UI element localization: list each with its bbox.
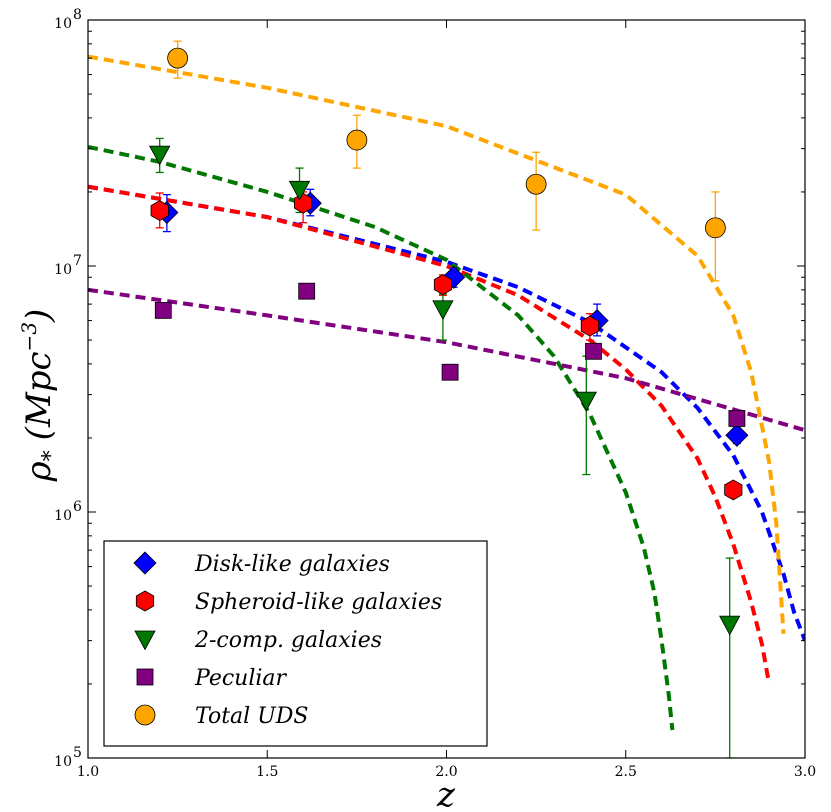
point-4-2 <box>525 173 547 195</box>
svg-text:ρ*(Mpc−3): ρ* (Mpc−3) <box>17 309 64 483</box>
error-bar-2-4 <box>725 557 734 758</box>
legend: Disk-like galaxies Spheroid-like galaxies… <box>103 540 488 747</box>
y-tick-exp-0: 5 <box>73 745 82 761</box>
point-4-0 <box>167 47 189 69</box>
point-2-2 <box>432 300 454 321</box>
fit-curves <box>88 54 805 731</box>
y-tick-exp-3: 8 <box>73 7 82 23</box>
legend-label-1: Spheroid-like galaxies <box>195 590 442 615</box>
point-1-3 <box>580 315 599 337</box>
legend-box <box>103 540 488 747</box>
legend-marker-0 <box>133 551 157 575</box>
y-axis-title-units: (Mpc <box>19 351 59 440</box>
x-axis-title: z <box>436 775 456 812</box>
fit-curve-2 <box>88 144 675 731</box>
y-tick-label-0: 10 <box>54 754 72 770</box>
data-points <box>149 40 749 758</box>
x-tick-label-1: 1.5 <box>256 764 278 780</box>
y-axis-title-close: ) <box>19 309 59 323</box>
point-1-2 <box>433 274 453 296</box>
y-tick-label-1: 10 <box>54 508 72 524</box>
point-2-0 <box>149 145 171 166</box>
point-3-2 <box>441 363 459 381</box>
point-0-4 <box>725 423 749 447</box>
y-axis-title: ρ* (Mpc−3) <box>17 309 64 483</box>
x-tick-label-4: 3.0 <box>794 764 816 780</box>
x-tick-label-2: 2.0 <box>435 764 457 780</box>
point-1-0 <box>150 200 169 222</box>
y-tick-exp-2: 7 <box>73 253 82 269</box>
point-1-4 <box>724 479 743 501</box>
x-tick-label-0: 1.0 <box>77 764 99 780</box>
fit-curve-3 <box>88 287 805 433</box>
legend-marker-2 <box>134 630 156 651</box>
fit-curve-0 <box>88 184 805 642</box>
point-4-1 <box>346 129 368 151</box>
point-3-3 <box>585 342 602 360</box>
y-tick-label-3: 10 <box>54 16 72 32</box>
legend-label-3: Peculiar <box>194 666 288 691</box>
y-axis-title-exponent: −3 <box>17 322 41 351</box>
legend-label-2: 2-comp. galaxies <box>194 628 382 653</box>
y-tick-label-2: 10 <box>54 262 72 278</box>
point-4-3 <box>704 217 726 239</box>
point-2-4 <box>719 615 741 636</box>
x-tick-label-3: 2.5 <box>615 764 637 780</box>
fit-curve-1 <box>88 184 772 685</box>
y-axis-title-symbol: ρ <box>19 461 59 482</box>
legend-marker-4 <box>134 704 156 726</box>
legend-marker-1 <box>135 590 155 612</box>
y-tick-exp-1: 6 <box>73 499 82 515</box>
point-3-1 <box>298 282 316 300</box>
point-3-0 <box>154 301 172 319</box>
point-3-4 <box>728 410 746 427</box>
y-axis-title-subscript: * <box>39 450 64 461</box>
point-2-3 <box>575 391 597 412</box>
fit-curve-4 <box>88 54 786 634</box>
point-2-1 <box>288 180 311 201</box>
legend-marker-3 <box>136 668 154 686</box>
legend-label-4: Total UDS <box>195 704 308 729</box>
legend-label-0: Disk-like galaxies <box>194 552 390 577</box>
